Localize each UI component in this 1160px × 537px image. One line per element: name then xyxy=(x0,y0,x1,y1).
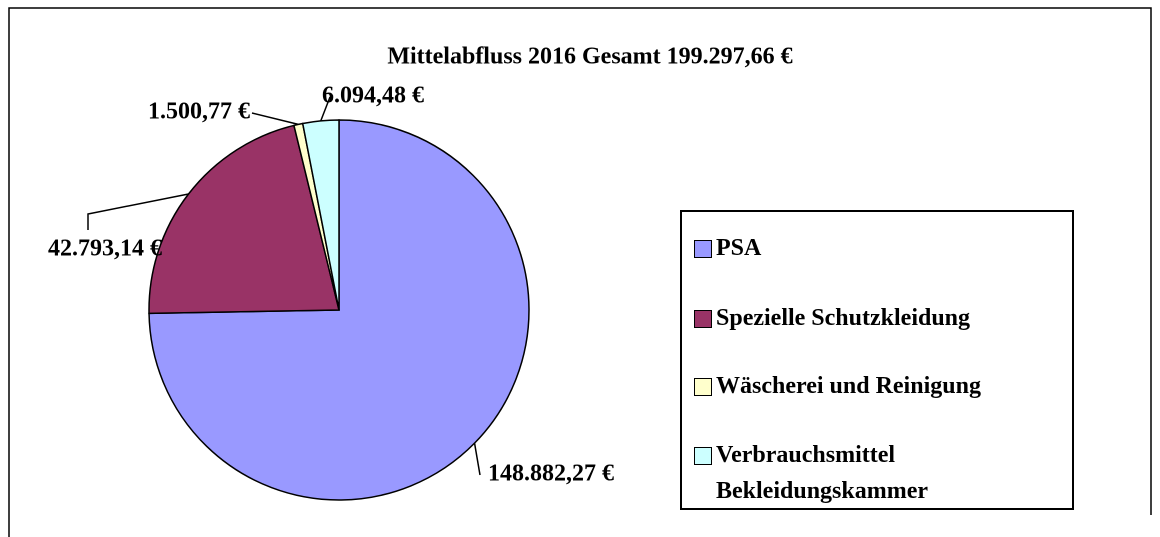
legend-label: Verbrauchsmittel Bekleidungskammer xyxy=(716,442,929,504)
chart-title: Mittelabfluss 2016 Gesamt 199.297,66 € xyxy=(387,44,792,70)
legend-swatch xyxy=(694,378,712,396)
data-label: 6.094,48 € xyxy=(322,83,424,109)
legend-entry: Verbrauchsmittel Bekleidungskammer xyxy=(694,437,1064,509)
legend-entry: Wäscherei und Reinigung xyxy=(694,368,1064,404)
legend-swatch xyxy=(694,310,712,328)
legend-label: Wäscherei und Reinigung xyxy=(716,373,981,399)
leader-line xyxy=(87,193,189,230)
frame xyxy=(8,7,1152,537)
legend-label: PSA xyxy=(716,235,762,261)
legend: PSA Spezielle Schutzkleidung Wäscherei und… xyxy=(680,210,1074,510)
data-label: 148.882,27 € xyxy=(488,461,614,487)
legend-entry: PSA xyxy=(694,230,1064,266)
legend-swatch xyxy=(694,240,712,258)
leader-line xyxy=(251,112,299,126)
legend-entry: Spezielle Schutzkleidung xyxy=(694,300,1064,336)
pie-slice xyxy=(148,124,340,315)
leader-line xyxy=(473,443,481,476)
legend-swatch xyxy=(694,447,712,465)
data-label: 1.500,77 € xyxy=(148,99,250,125)
leader-line xyxy=(320,96,331,122)
data-label: 42.793,14 € xyxy=(48,236,162,262)
legend-label: Spezielle Schutzkleidung xyxy=(716,305,971,331)
